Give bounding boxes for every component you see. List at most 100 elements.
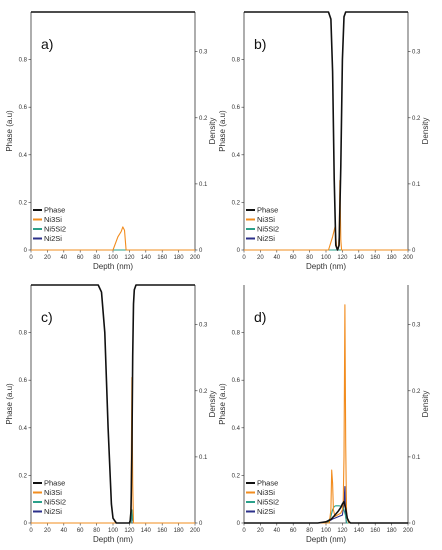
x-tick-label: 60 [77, 528, 84, 534]
legend-entry: Ni5Si2 [44, 498, 66, 507]
x-tick-label: 40 [273, 255, 280, 261]
y-right-axis-label: Density [421, 391, 430, 418]
x-tick-label: 120 [124, 528, 135, 534]
y-right-tick-label: 0 [412, 248, 416, 254]
x-tick-label: 160 [157, 255, 168, 261]
y-left-tick-label: 0.4 [19, 153, 28, 159]
x-tick-label: 20 [257, 528, 264, 534]
series-line-phase [31, 284, 195, 524]
legend-entry: Ni2Si [44, 234, 62, 243]
legend-entry: Ni5Si2 [44, 225, 66, 234]
y-left-tick-label: 0 [24, 248, 28, 254]
y-left-tick-label: 0.8 [232, 331, 241, 337]
x-tick-label: 60 [290, 255, 297, 261]
x-axis-label: Depth (nm) [93, 535, 133, 544]
y-left-tick-label: 0 [24, 521, 28, 527]
y-right-tick-label: 0.1 [199, 455, 208, 461]
x-tick-label: 160 [370, 255, 381, 261]
series-line-phase [244, 500, 408, 524]
x-tick-label: 120 [124, 255, 135, 261]
y-right-tick-label: 0 [199, 248, 203, 254]
y-left-tick-label: 0.8 [232, 58, 241, 64]
y-left-tick-label: 0.2 [19, 200, 28, 206]
x-tick-label: 140 [141, 528, 152, 534]
y-left-tick-label: 0.6 [19, 378, 28, 384]
panel-b: 0 20 40 60 80 100 120 140 160 180 20000.20.40.60.8… [218, 11, 430, 271]
y-left-tick-label: 0 [237, 521, 241, 527]
panel-c: 0 20 40 60 80 100 120 140 160 180 20000.20.40.60.8… [5, 284, 217, 544]
x-tick-label: 80 [306, 255, 313, 261]
x-tick-label: 200 [190, 255, 201, 261]
x-tick-label: 120 [337, 255, 348, 261]
legend-entry: Ni2Si [44, 507, 62, 516]
y-right-tick-label: 0 [412, 521, 416, 527]
x-tick-label: 80 [306, 528, 313, 534]
y-left-tick-label: 0.6 [232, 378, 241, 384]
x-tick-label: 100 [321, 255, 332, 261]
y-left-axis-label: Phase (a.u) [218, 383, 227, 425]
x-tick-label: 200 [403, 528, 414, 534]
legend-entry: Ni3Si [44, 488, 62, 497]
y-right-tick-label: 0.1 [199, 182, 208, 188]
x-tick-label: 160 [157, 528, 168, 534]
panel-a: 0 20 40 60 80 100 120 140 160 180 20000.20.40.60.8… [5, 11, 217, 271]
y-right-tick-label: 0.1 [412, 455, 421, 461]
y-left-tick-label: 0.2 [232, 473, 241, 479]
y-right-tick-label: 0.3 [412, 50, 421, 56]
legend-entry: Ni5Si2 [257, 225, 279, 234]
series-line-phase [244, 11, 408, 251]
x-tick-label: 0 [242, 528, 246, 534]
x-tick-label: 140 [141, 255, 152, 261]
y-left-tick-label: 0 [237, 248, 241, 254]
x-tick-label: 180 [387, 528, 398, 534]
x-tick-label: 20 [44, 255, 51, 261]
legend-entry: Ni2Si [257, 507, 275, 516]
y-left-tick-label: 0.4 [19, 426, 28, 432]
x-tick-label: 80 [93, 528, 100, 534]
x-tick-label: 100 [108, 255, 119, 261]
x-tick-label: 0 [29, 528, 33, 534]
legend-entry: Phase [44, 206, 65, 215]
x-tick-label: 120 [337, 528, 348, 534]
x-tick-label: 20 [44, 528, 51, 534]
y-left-axis-label: Phase (a.u) [5, 110, 14, 152]
legend-entry: Ni3Si [44, 215, 62, 224]
y-right-tick-label: 0.3 [412, 323, 421, 329]
y-left-axis-label: Phase (a.u) [5, 383, 14, 425]
x-tick-label: 40 [273, 528, 280, 534]
y-right-axis-label: Density [208, 391, 217, 418]
y-right-tick-label: 0.2 [199, 116, 208, 122]
legend-entry: Phase [44, 479, 65, 488]
y-left-tick-label: 0.4 [232, 153, 241, 159]
x-tick-label: 180 [174, 528, 185, 534]
y-right-tick-label: 0.2 [412, 116, 421, 122]
y-right-axis-label: Density [421, 118, 430, 145]
x-tick-label: 100 [321, 528, 332, 534]
legend-entry: Phase [257, 479, 278, 488]
x-tick-label: 0 [29, 255, 33, 261]
y-left-tick-label: 0.6 [232, 105, 241, 111]
panel-label: a) [41, 36, 53, 52]
x-tick-label: 60 [290, 528, 297, 534]
panel-d: 0 20 40 60 80 100 120 140 160 180 20000.20.40.60.8… [218, 285, 430, 544]
x-tick-label: 20 [257, 255, 264, 261]
x-tick-label: 100 [108, 528, 119, 534]
x-tick-label: 40 [60, 528, 67, 534]
y-right-tick-label: 0.3 [199, 323, 208, 329]
x-tick-label: 160 [370, 528, 381, 534]
x-tick-label: 200 [190, 528, 201, 534]
panel-label: c) [41, 309, 53, 325]
x-tick-label: 200 [403, 255, 414, 261]
legend-entry: Ni3Si [257, 215, 275, 224]
y-left-tick-label: 0.6 [19, 105, 28, 111]
legend-entry: Phase [257, 206, 278, 215]
x-tick-label: 80 [93, 255, 100, 261]
y-left-tick-label: 0.2 [19, 473, 28, 479]
x-axis-label: Depth (nm) [306, 262, 346, 271]
x-tick-label: 60 [77, 255, 84, 261]
y-right-tick-label: 0.1 [412, 182, 421, 188]
series-line-ni5si2 [244, 505, 408, 524]
x-tick-label: 180 [174, 255, 185, 261]
x-tick-label: 0 [242, 255, 246, 261]
